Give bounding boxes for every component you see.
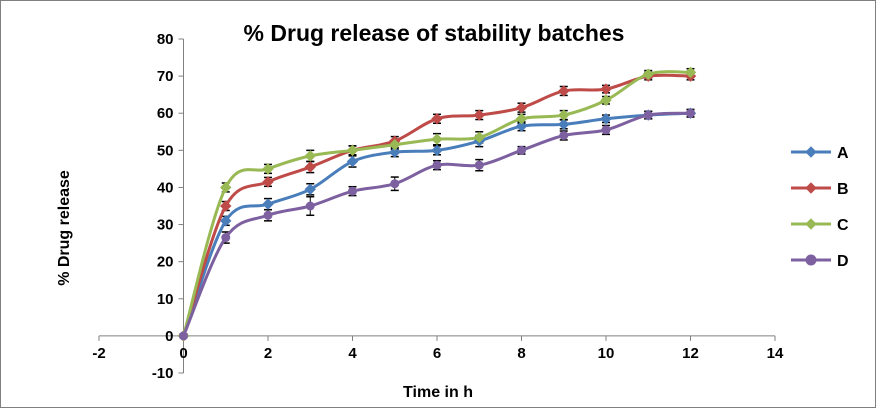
data-point-d	[305, 201, 315, 211]
data-point-a	[389, 146, 401, 158]
data-point-c	[220, 181, 232, 194]
series-layer	[177, 66, 697, 342]
legend-label-a: A	[837, 145, 849, 162]
legend-label-c: C	[837, 217, 849, 234]
x-tick-label: -2	[92, 345, 105, 362]
legend-swatch-marker	[805, 146, 817, 158]
x-tick-label: 12	[682, 345, 699, 362]
data-point-c	[515, 113, 528, 125]
legend-label-d: D	[837, 253, 849, 270]
data-point-a	[431, 144, 443, 157]
data-point-c	[304, 150, 316, 162]
y-tick-label: 0	[165, 328, 173, 345]
legend-item-d: D	[791, 253, 849, 270]
legend-item-b: B	[791, 181, 849, 198]
data-point-d	[474, 160, 484, 170]
y-tick-label: 70	[157, 68, 174, 85]
errorbar-layer	[179, 67, 695, 339]
legend-swatch-marker	[805, 182, 817, 194]
legend-label-b: B	[837, 181, 849, 198]
x-tick-label: 6	[433, 345, 441, 362]
x-tick-label: 4	[348, 345, 357, 362]
x-tick-label: 8	[517, 345, 525, 362]
legend-item-c: C	[791, 217, 849, 234]
legend-swatch-marker	[805, 254, 817, 266]
data-point-a	[558, 118, 570, 131]
data-point-a	[346, 155, 359, 168]
y-tick-label: 30	[157, 217, 174, 234]
data-point-a	[304, 183, 316, 196]
data-point-d	[390, 179, 400, 189]
data-point-a	[600, 113, 612, 125]
data-point-d	[601, 125, 611, 135]
axes-layer: -2 0 2 4 6 8 10 12 14 -10 0 10 20 30 40 50 60 70 80	[92, 31, 784, 382]
y-tick-label: 10	[157, 291, 174, 308]
data-point-d	[263, 210, 273, 220]
x-tick-label: 2	[264, 345, 272, 362]
data-point-c	[473, 131, 485, 144]
y-tick-label: 80	[157, 31, 174, 48]
data-point-c	[431, 133, 443, 145]
data-point-c	[684, 66, 697, 79]
legend: A B C D	[791, 145, 849, 270]
data-point-b	[220, 200, 232, 212]
x-axis-title: Time in h	[403, 384, 473, 401]
y-tick-label: 20	[157, 254, 174, 271]
data-point-d	[559, 130, 569, 140]
data-point-b	[515, 101, 528, 114]
x-tick-label: 0	[179, 345, 187, 362]
legend-swatch-marker	[805, 218, 817, 230]
data-point-c	[642, 68, 654, 80]
data-point-a	[515, 120, 528, 132]
data-point-d	[517, 145, 526, 155]
data-point-d	[348, 186, 357, 196]
data-point-b	[304, 161, 316, 173]
data-point-b	[600, 83, 612, 95]
data-point-c	[389, 139, 401, 151]
data-point-c	[558, 109, 570, 121]
data-point-d	[221, 233, 231, 243]
data-point-d	[643, 110, 653, 120]
x-tick-label: 10	[598, 345, 615, 362]
y-tick-label: 40	[157, 179, 174, 196]
data-point-d	[179, 331, 188, 341]
legend-item-a: A	[791, 145, 849, 162]
data-point-d	[686, 108, 695, 118]
data-point-c	[346, 144, 359, 157]
y-tick-label: 60	[157, 105, 174, 122]
chart-title: % Drug release of stability batches	[244, 20, 625, 46]
y-axis-title: % Drug release	[56, 170, 73, 286]
y-tick-label: 50	[157, 142, 174, 159]
x-tick-label: 14	[767, 345, 784, 362]
data-point-c	[600, 94, 612, 106]
data-point-b	[262, 176, 274, 188]
data-point-b	[431, 113, 443, 125]
data-point-c	[262, 163, 274, 175]
data-point-b	[473, 109, 485, 121]
series-line-c	[182, 70, 691, 337]
data-point-d	[432, 160, 442, 170]
data-point-a	[262, 198, 274, 210]
data-point-b	[558, 85, 570, 97]
data-point-a	[220, 215, 232, 227]
y-tick-label: -10	[152, 365, 174, 382]
